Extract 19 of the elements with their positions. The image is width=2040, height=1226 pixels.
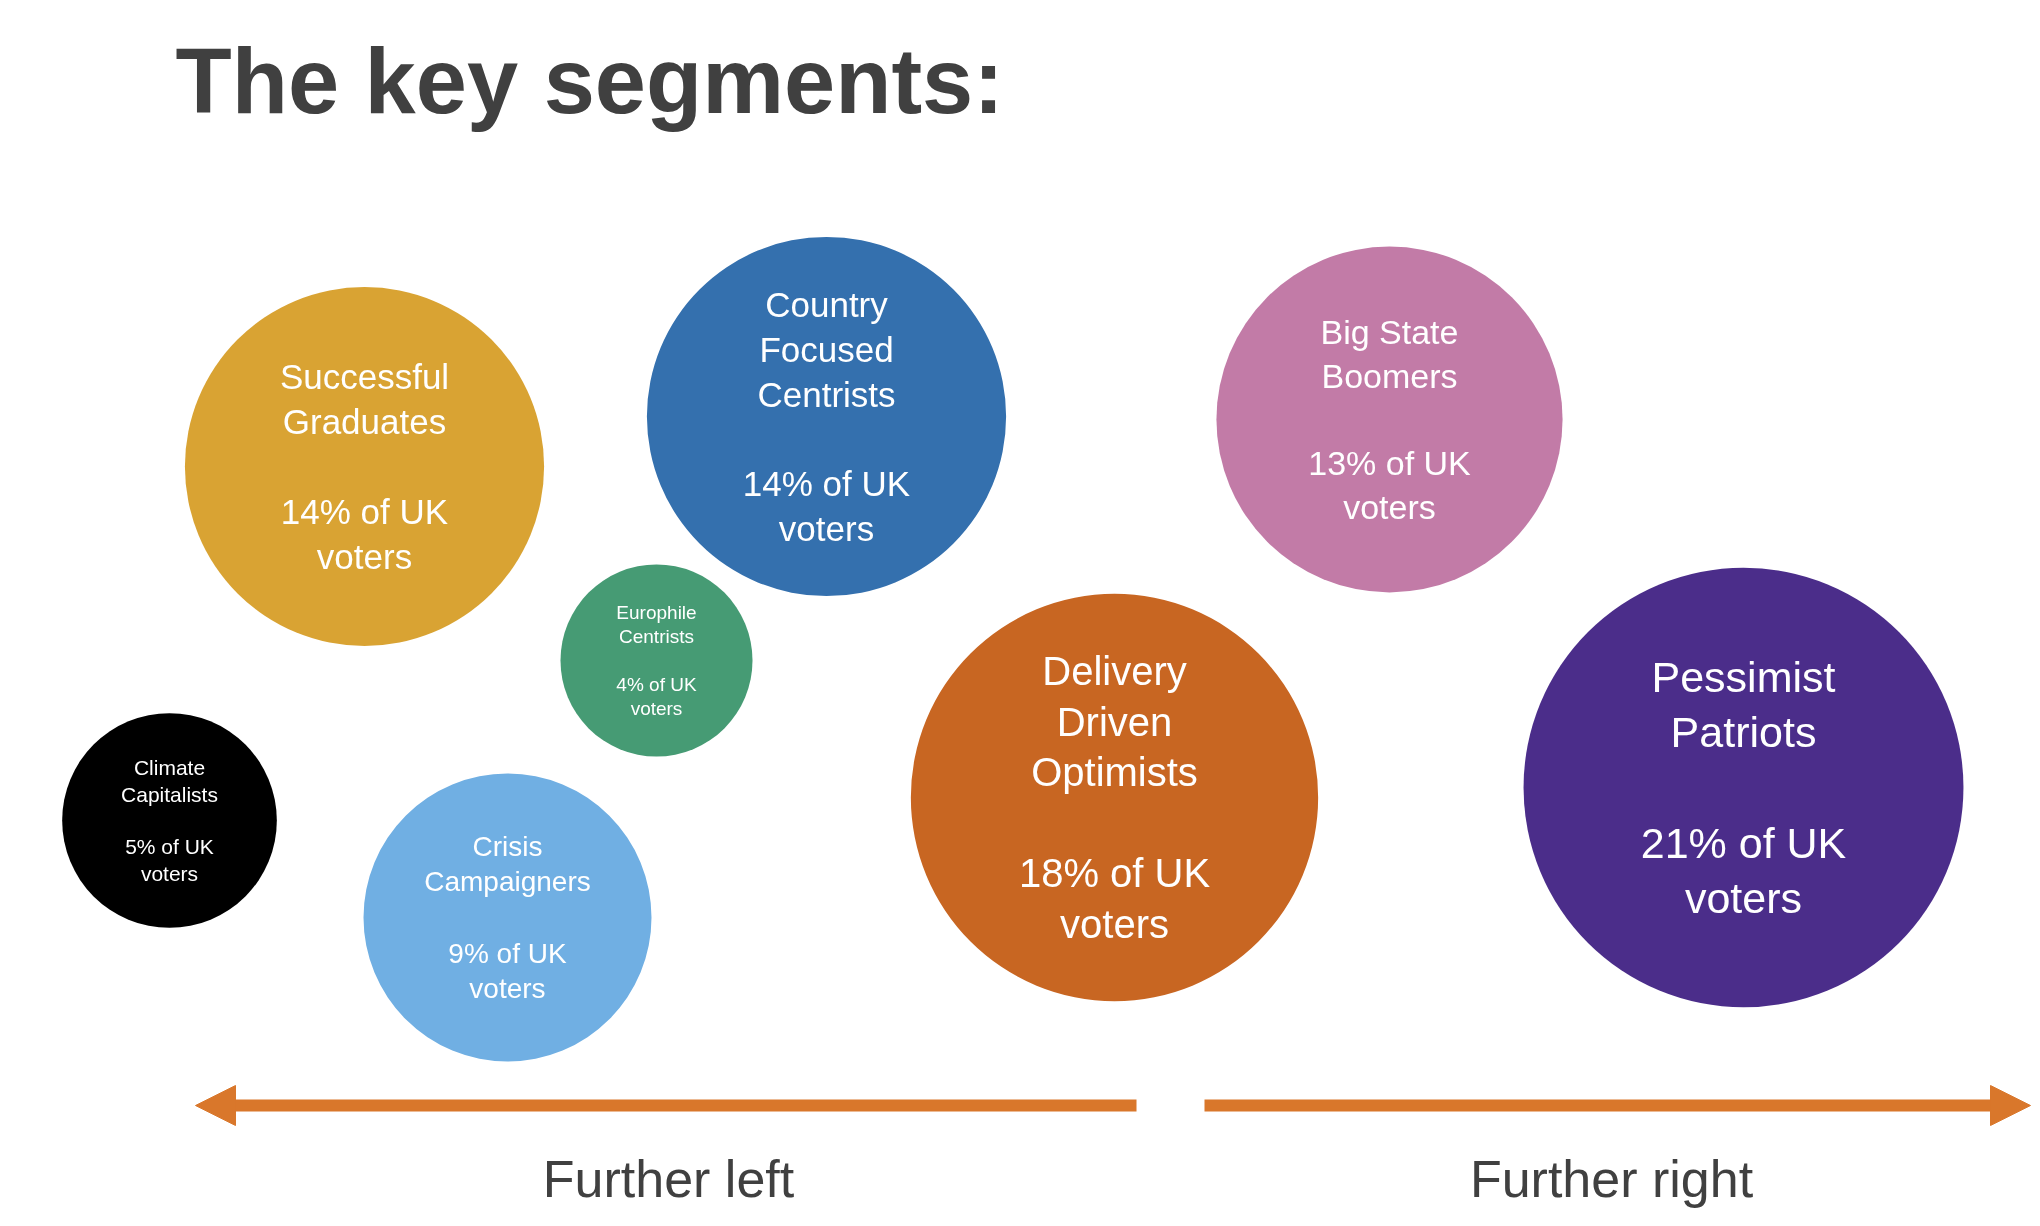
text: Further left bbox=[542, 1149, 795, 1208]
category-label: Country Focused Centrists bbox=[757, 284, 896, 414]
category-label: Climate Capitalists bbox=[121, 756, 218, 806]
category-label: Successful Graduates bbox=[279, 357, 450, 442]
category-label: Crisis Campaigners bbox=[424, 830, 591, 898]
data-label: 4% of UK voters bbox=[616, 674, 697, 720]
category-label: Pessimist Patriots bbox=[1651, 653, 1836, 757]
data-label: 13% of UK voters bbox=[1308, 444, 1472, 526]
data-label: 9% of UK voters bbox=[448, 937, 567, 1005]
data-label: 14% of UK voters bbox=[280, 491, 449, 576]
text: Further right bbox=[1469, 1149, 1754, 1208]
text: The key segments: bbox=[175, 29, 1004, 132]
data-label: 21% of UK voters bbox=[1640, 818, 1847, 922]
category-label: Big State Boomers bbox=[1320, 313, 1459, 395]
data-label: 14% of UK voters bbox=[742, 464, 911, 549]
data-label: 18% of UK voters bbox=[1018, 851, 1211, 946]
category-label: Europhile Centrists bbox=[616, 601, 697, 647]
category-label: Delivery Driven Optimists bbox=[1031, 649, 1198, 795]
data-label: 5% of UK voters bbox=[125, 835, 214, 885]
